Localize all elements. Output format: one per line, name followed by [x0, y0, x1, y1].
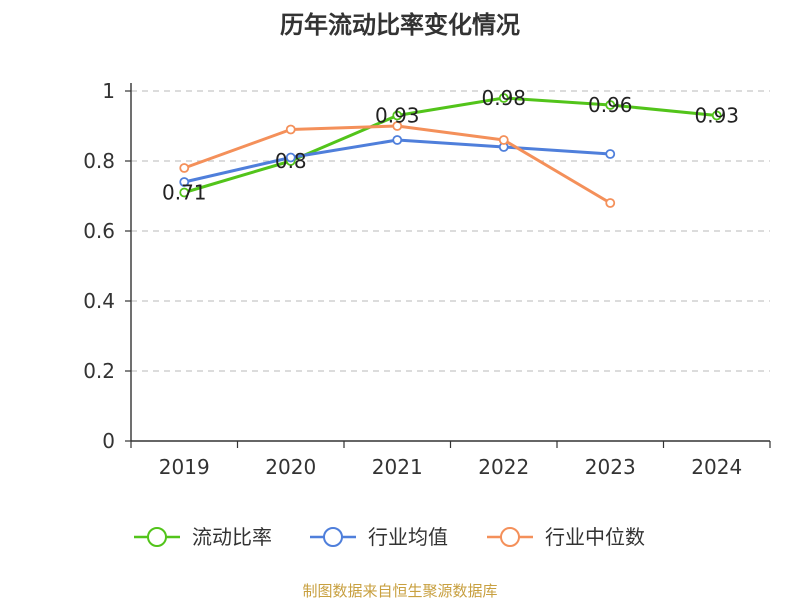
x-tick-label-2023: 2023 [585, 455, 636, 479]
legend-item-1[interactable]: 行业均值 [310, 525, 448, 549]
point-0-2024 [711, 110, 722, 121]
y-tick-label-0: 0 [102, 429, 115, 453]
point-2-2021 [392, 121, 403, 131]
series-0 [179, 93, 722, 198]
y-tick-label-2: 0.4 [83, 289, 115, 313]
legend-marker-2 [500, 527, 520, 547]
series-lines [179, 93, 722, 208]
y-tick-label-1: 0.2 [83, 359, 115, 383]
point-2-2023 [605, 198, 616, 208]
grid-lines [131, 90, 770, 372]
point-2-2019 [179, 163, 190, 173]
point-1-2023 [605, 149, 616, 159]
point-2-2022 [498, 135, 509, 145]
legend-label-1: 行业均值 [368, 525, 448, 549]
x-tick-label-2021: 2021 [372, 455, 423, 479]
point-1-2019 [179, 177, 190, 187]
legend-marker-0 [147, 527, 167, 547]
point-2-2020 [285, 124, 296, 135]
data-label-2019: 0.71 [162, 181, 207, 205]
x-tick-label-2022: 2022 [478, 455, 529, 479]
series-line-0 [183, 96, 717, 194]
series-1 [179, 135, 616, 187]
y-tick-label-5: 1 [102, 79, 115, 103]
data-label-2022: 0.98 [481, 86, 526, 110]
point-0-2023 [605, 100, 616, 110]
data-label-2021: 0.93 [375, 104, 420, 128]
legend-item-0[interactable]: 流动比率 [134, 525, 272, 549]
point-1-2021 [392, 135, 403, 145]
x-tick-label-2020: 2020 [265, 455, 316, 479]
x-tick-label-2019: 2019 [159, 455, 210, 479]
series-2 [179, 121, 616, 208]
x-tick-label-2024: 2024 [691, 455, 742, 479]
legend-item-2[interactable]: 行业中位数 [487, 525, 645, 549]
y-tick-label-3: 0.6 [83, 219, 115, 243]
chart-title: 历年流动比率变化情况 [280, 11, 520, 39]
data-label-2024: 0.93 [694, 104, 739, 128]
axes: 0 0.2 0.4 0.6 0.8 1 2019 2020 2021 2022 2023 2024 [83, 79, 771, 479]
source-note: 制图数据来自恒生聚源数据库 [302, 582, 497, 600]
y-tick-label-4: 0.8 [83, 149, 115, 173]
legend-marker-1 [323, 527, 343, 547]
point-1-2020 [285, 152, 296, 163]
data-labels: 0.71 0.8 0.93 0.98 0.96 0.93 [162, 86, 739, 205]
data-label-2023: 0.96 [588, 93, 633, 117]
point-0-2019 [179, 187, 190, 198]
point-0-2021 [392, 110, 403, 121]
point-0-2022 [498, 93, 509, 103]
legend-label-2: 行业中位数 [545, 525, 645, 549]
data-label-2020: 0.8 [275, 149, 307, 173]
legend-label-0: 流动比率 [192, 525, 272, 549]
legend[interactable]: 流动比率 行业均值 行业中位数 [134, 525, 645, 549]
